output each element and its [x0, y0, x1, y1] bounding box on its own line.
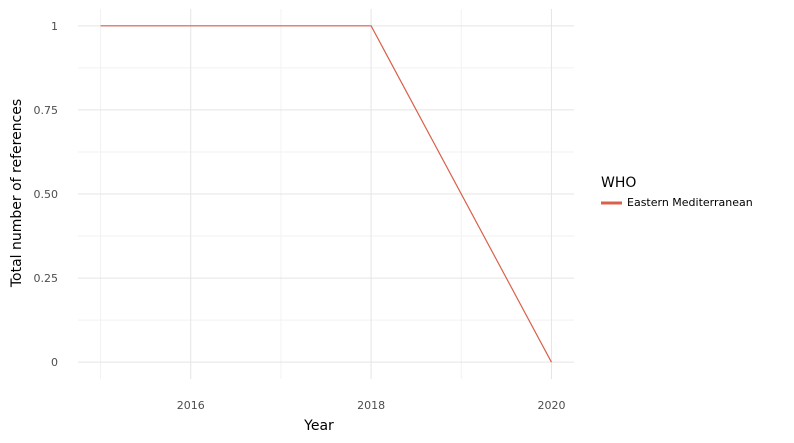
y-tick-label: 0 [51, 356, 58, 369]
legend-title: WHO [601, 175, 636, 191]
y-tick-label: 0.25 [34, 272, 59, 285]
y-tick-label: 1 [51, 20, 58, 33]
y-tick-label: 0.50 [34, 188, 59, 201]
y-tick-label: 0.75 [34, 104, 59, 117]
x-tick-label: 2020 [537, 399, 565, 412]
x-tick-label: 2016 [177, 399, 205, 412]
legend-label-eastern-mediterranean: Eastern Mediterranean [627, 196, 753, 209]
y-axis-title: Total number of references [9, 99, 25, 288]
x-axis-title: Year [303, 418, 334, 434]
x-tick-label: 2018 [357, 399, 385, 412]
